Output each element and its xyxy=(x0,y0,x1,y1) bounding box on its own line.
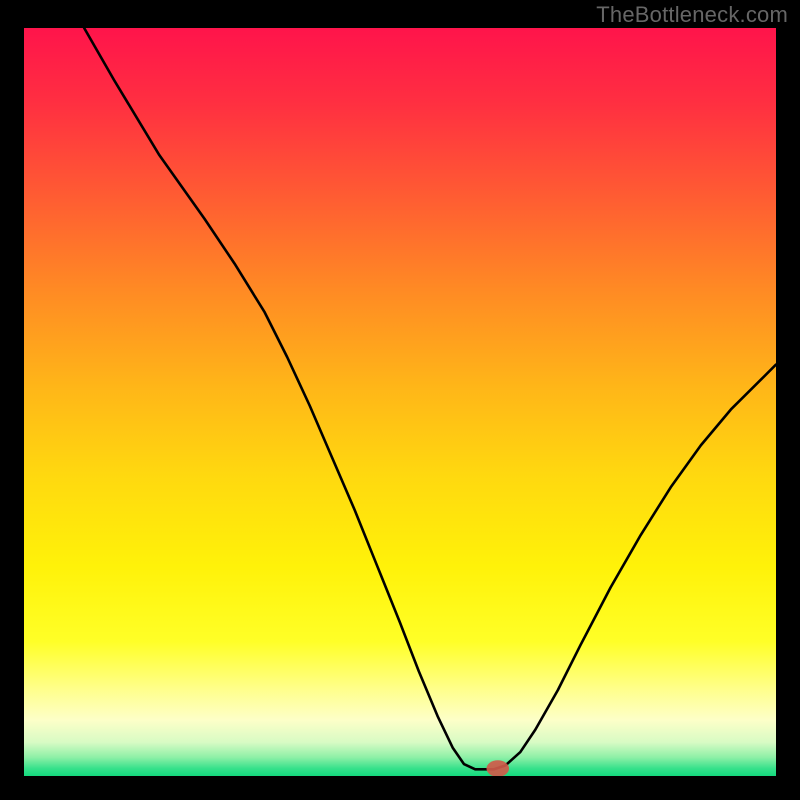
bottleneck-curve-chart xyxy=(24,28,776,776)
plot-area xyxy=(24,28,776,776)
gradient-background xyxy=(24,28,776,776)
minimum-marker xyxy=(486,760,509,776)
watermark-text: TheBottleneck.com xyxy=(596,2,788,28)
chart-frame: TheBottleneck.com xyxy=(0,0,800,800)
